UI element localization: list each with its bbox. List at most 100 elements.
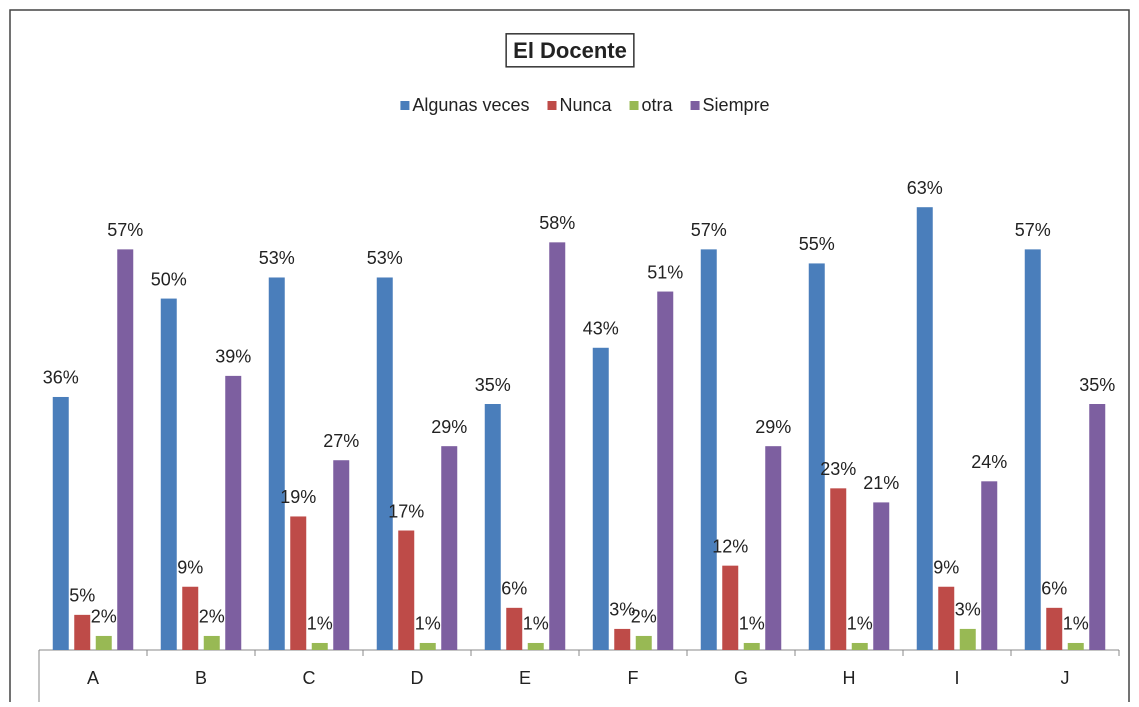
data-label: 17% [388, 501, 424, 521]
data-label: 27% [323, 431, 359, 451]
bar [700, 249, 717, 650]
bar [419, 642, 436, 650]
x-tick-label: J [1061, 668, 1070, 688]
data-label: 1% [1063, 614, 1089, 634]
bar [333, 460, 350, 650]
data-label: 1% [523, 614, 549, 634]
bar [484, 404, 501, 650]
legend-label: Nunca [559, 95, 612, 115]
data-label: 1% [307, 614, 333, 634]
bar [938, 586, 955, 650]
bar [117, 249, 134, 650]
bar [808, 263, 825, 650]
bar [873, 502, 890, 650]
x-tick-label: I [954, 668, 959, 688]
data-label: 23% [820, 459, 856, 479]
data-label: 3% [955, 600, 981, 620]
x-tick-label: D [411, 668, 424, 688]
data-label: 50% [151, 269, 187, 289]
data-label: 1% [739, 614, 765, 634]
data-label: 63% [907, 178, 943, 198]
data-label: 39% [215, 347, 251, 367]
data-label: 57% [1015, 220, 1051, 240]
x-tick-label: F [628, 668, 639, 688]
title-box [505, 33, 635, 68]
bar [1089, 404, 1106, 650]
bar [830, 488, 847, 650]
bar [268, 277, 285, 650]
bar [981, 481, 998, 650]
x-tick-label: C [303, 668, 316, 688]
x-tick-label: B [195, 668, 207, 688]
legend-label: Algunas veces [412, 95, 529, 115]
data-label: 9% [177, 557, 203, 577]
bar [398, 530, 415, 650]
bar [52, 396, 69, 650]
bar [74, 614, 91, 650]
bar [311, 642, 328, 650]
data-label: 2% [631, 607, 657, 627]
bar [506, 607, 523, 650]
data-label: 5% [69, 586, 95, 606]
bar [916, 207, 933, 650]
data-label: 24% [971, 452, 1007, 472]
data-label: 29% [431, 417, 467, 437]
legend-label: otra [642, 95, 674, 115]
data-label: 29% [755, 417, 791, 437]
bar [1067, 642, 1084, 650]
data-label: 9% [933, 557, 959, 577]
data-label: 57% [107, 220, 143, 240]
bar [635, 635, 652, 650]
data-label: 35% [1079, 375, 1115, 395]
legend-swatch [629, 101, 639, 110]
bar [203, 635, 220, 650]
legend-swatch [400, 101, 410, 110]
data-label: 35% [475, 375, 511, 395]
data-label: 53% [259, 248, 295, 268]
data-label: 3% [609, 600, 635, 620]
data-label: 1% [847, 614, 873, 634]
x-tick-label: G [734, 668, 748, 688]
bar [182, 586, 199, 650]
data-label: 36% [43, 368, 79, 388]
data-label: 21% [863, 473, 899, 493]
data-label: 51% [647, 262, 683, 282]
bar [225, 375, 242, 650]
bar [376, 277, 393, 650]
x-tick-label: A [87, 668, 99, 688]
bar [290, 516, 307, 650]
bar [527, 642, 544, 650]
bar [722, 565, 739, 650]
bar [1024, 249, 1041, 650]
data-label: 12% [712, 536, 748, 556]
data-label: 43% [583, 319, 619, 339]
legend-swatch [547, 101, 557, 110]
bar [614, 628, 631, 650]
bar [851, 642, 868, 650]
bar [95, 635, 112, 650]
bar [959, 628, 976, 650]
bar [592, 347, 609, 650]
data-label: 57% [691, 220, 727, 240]
bar [765, 446, 782, 650]
data-label: 1% [415, 614, 441, 634]
bar [549, 242, 566, 651]
data-label: 6% [1041, 579, 1067, 599]
x-tick-label: E [519, 668, 531, 688]
bar [1046, 607, 1063, 650]
bar [743, 642, 760, 650]
bar [160, 298, 177, 650]
data-label: 55% [799, 234, 835, 254]
data-label: 2% [91, 607, 117, 627]
legend-label: Siempre [703, 95, 770, 115]
bar [441, 446, 458, 650]
data-label: 53% [367, 248, 403, 268]
data-label: 58% [539, 213, 575, 233]
x-tick-label: H [843, 668, 856, 688]
legend-swatch [690, 101, 700, 110]
bar [657, 291, 674, 650]
data-label: 2% [199, 607, 225, 627]
chart-title: El Docente [513, 38, 627, 63]
data-label: 19% [280, 487, 316, 507]
